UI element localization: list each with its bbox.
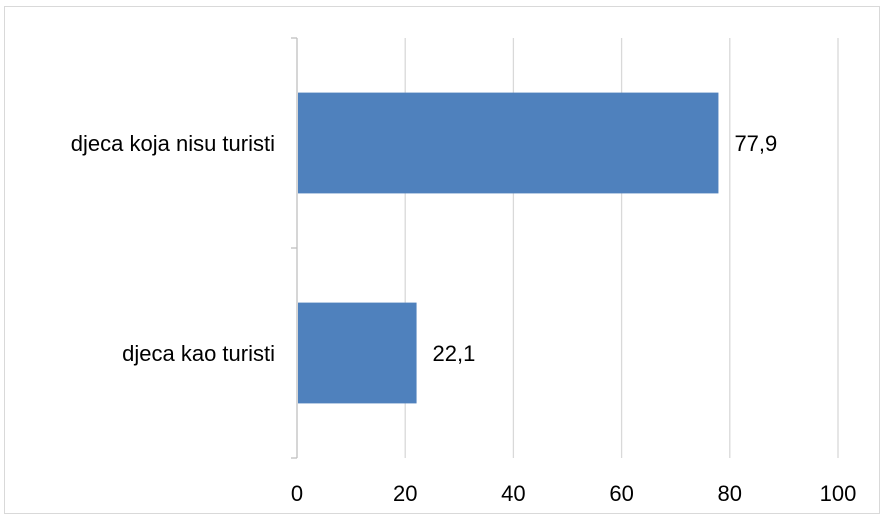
- category-label-2: djeca kao turisti: [122, 341, 275, 366]
- bar-2[interactable]: [298, 302, 417, 404]
- x-tick-label-20: 20: [393, 481, 417, 506]
- x-tick-label-60: 60: [609, 481, 633, 506]
- x-tick-label-0: 0: [291, 481, 303, 506]
- x-tick-label-100: 100: [820, 481, 857, 506]
- data-label-1: 77,9: [734, 131, 777, 156]
- chart-frame: [4, 6, 880, 514]
- category-label-1: djeca koja nisu turisti: [71, 131, 275, 156]
- bar-1[interactable]: [298, 92, 719, 194]
- x-tick-label-40: 40: [501, 481, 525, 506]
- x-tick-label-80: 80: [718, 481, 742, 506]
- data-label-2: 22,1: [433, 341, 476, 366]
